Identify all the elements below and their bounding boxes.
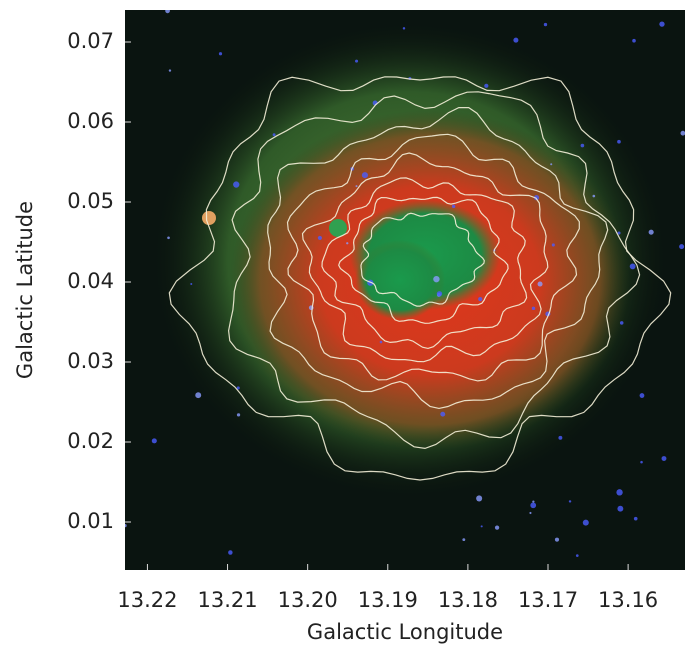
star — [451, 204, 456, 209]
contour — [321, 177, 528, 350]
star — [462, 538, 466, 542]
star — [633, 516, 638, 521]
star — [582, 519, 589, 526]
x-axis-label: Galactic Longitude — [307, 620, 503, 644]
star — [616, 489, 623, 496]
star — [355, 59, 359, 63]
star — [218, 52, 223, 56]
contour — [168, 76, 672, 481]
y-tick-label: 0.03 — [67, 349, 114, 373]
star — [661, 456, 667, 461]
star — [195, 392, 202, 399]
star — [551, 243, 555, 247]
star — [484, 83, 489, 88]
star — [679, 244, 685, 250]
star — [228, 550, 233, 555]
y-axis-label: Galactic Latitude — [13, 201, 37, 379]
star — [575, 554, 579, 557]
x-tick-label: 13.22 — [117, 588, 177, 612]
star — [537, 281, 543, 287]
star — [433, 275, 440, 283]
contour — [227, 91, 641, 450]
contour — [286, 133, 580, 382]
contour — [360, 212, 485, 307]
x-tick-label: 13.20 — [278, 588, 338, 612]
star — [494, 525, 500, 530]
star — [436, 291, 443, 297]
y-tick-label: 0.05 — [67, 189, 114, 213]
star — [617, 505, 624, 512]
contour — [301, 152, 549, 363]
star — [568, 500, 572, 503]
star — [640, 460, 643, 464]
stars — [125, 10, 685, 557]
star — [355, 185, 358, 188]
contours — [168, 76, 672, 481]
star — [513, 37, 519, 43]
star — [580, 143, 585, 148]
y-tick-label: 0.01 — [67, 509, 114, 533]
star — [619, 321, 624, 325]
x-tick-label: 13.21 — [197, 588, 257, 612]
star — [346, 242, 349, 245]
star — [440, 411, 446, 417]
y-tick-label: 0.02 — [67, 429, 114, 453]
star — [168, 69, 172, 72]
star — [532, 500, 535, 503]
y-tick-label: 0.07 — [67, 29, 114, 53]
x-tick-label: 13.18 — [438, 588, 498, 612]
contour — [338, 196, 509, 324]
star — [272, 133, 276, 137]
contour — [267, 107, 609, 410]
star — [592, 194, 596, 198]
y-tick-label: 0.06 — [67, 109, 114, 133]
star — [379, 340, 383, 344]
sky-image — [125, 10, 685, 570]
x-tick-label: 13.17 — [518, 588, 578, 612]
star — [125, 523, 127, 528]
star — [151, 438, 157, 444]
star — [530, 502, 537, 509]
star — [478, 296, 483, 302]
star — [629, 263, 636, 270]
star — [529, 511, 532, 515]
star — [476, 495, 483, 502]
star — [402, 27, 406, 30]
star — [317, 235, 322, 241]
star — [361, 172, 369, 179]
star — [533, 195, 540, 201]
star — [236, 386, 240, 390]
star — [554, 537, 560, 542]
star — [165, 10, 170, 14]
star — [480, 525, 483, 528]
star — [617, 231, 621, 235]
star — [680, 130, 685, 136]
star — [632, 38, 636, 43]
star — [558, 435, 563, 440]
star — [617, 139, 621, 144]
y-tick-label: 0.04 — [67, 269, 114, 293]
star — [190, 282, 193, 285]
star — [543, 22, 548, 27]
x-tick-label: 13.19 — [358, 588, 418, 612]
star — [531, 306, 536, 311]
star — [236, 413, 241, 417]
star — [648, 229, 654, 235]
x-tick-label: 13.16 — [598, 588, 658, 612]
star — [639, 393, 645, 398]
star — [659, 21, 665, 27]
star — [167, 236, 170, 240]
star — [233, 181, 240, 188]
star — [550, 163, 553, 166]
